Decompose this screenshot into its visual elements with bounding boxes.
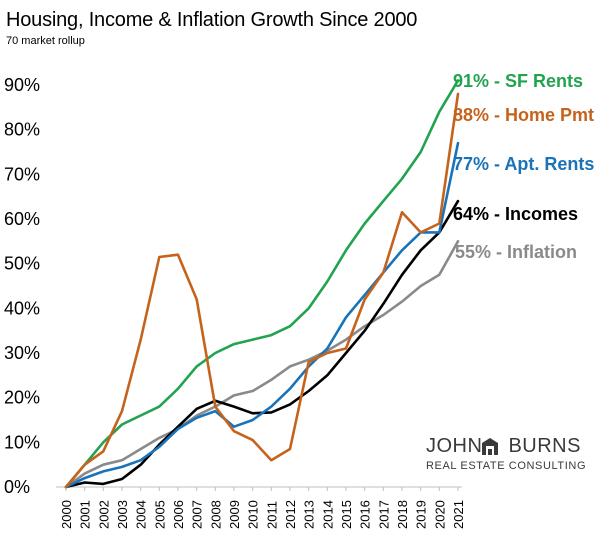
x-tick-label: 2021 [451, 500, 466, 529]
x-tick-label: 2004 [134, 500, 149, 529]
x-tick-label: 2010 [246, 500, 261, 529]
house-logo-icon [482, 438, 498, 455]
x-tick-label: 2000 [59, 500, 74, 529]
logo-line1: JOHN BURNS [426, 435, 581, 458]
y-tick-label: 30% [4, 343, 40, 363]
y-axis: 0% 10% 20% 30% 40% 50% 60% 70% 80% 90% [4, 75, 40, 497]
x-tick-label: 2002 [96, 500, 111, 529]
series-label-3: 64% - Incomes [453, 204, 578, 224]
series-lines [64, 79, 460, 489]
x-tick-label: 2003 [115, 500, 130, 529]
x-tick-label: 2012 [283, 500, 298, 529]
series-label-2: 77% - Apt. Rents [453, 154, 594, 174]
y-tick-label: 90% [4, 75, 40, 95]
x-tick-label: 2018 [395, 500, 410, 529]
x-tick-label: 2017 [376, 500, 391, 529]
series-line-2 [64, 141, 460, 489]
x-tick-label: 2006 [171, 500, 186, 529]
x-tick-label: 2011 [264, 501, 279, 529]
logo-word-burns: BURNS [508, 435, 581, 457]
series-label-1: 88% - Home Pmt [453, 105, 594, 125]
series-line-4 [64, 240, 460, 489]
y-tick-label: 50% [4, 254, 40, 274]
x-tick-label: 2007 [190, 500, 205, 529]
x-tick-label: 2013 [302, 500, 317, 529]
x-axis: 2000 2001 2002 2003 2004 2005 2006 2007 2008 2009… [56, 486, 466, 529]
x-tick-label: 2019 [414, 500, 429, 529]
series-line-0 [64, 79, 460, 489]
x-tick-label: 2016 [358, 500, 373, 529]
y-tick-label: 60% [4, 209, 40, 229]
john-burns-logo: JOHN BURNS REAL ESTATE CONSULTING [424, 435, 586, 479]
chart-title: Housing, Income & Inflation Growth Since… [6, 9, 418, 31]
series-label-4: 55% - Inflation [455, 242, 577, 262]
y-tick-label: 70% [4, 164, 40, 184]
x-tick-label: 2020 [432, 500, 447, 529]
y-tick-label: 80% [4, 120, 40, 140]
logo-line2: REAL ESTATE CONSULTING [426, 460, 587, 472]
x-tick-label: 2005 [152, 500, 167, 529]
series-label-0: 91% - SF Rents [453, 71, 583, 91]
y-tick-label: 20% [4, 388, 40, 408]
x-tick-label: 2015 [339, 500, 354, 529]
y-tick-label: 10% [4, 432, 40, 452]
x-tick-label: 2008 [208, 500, 223, 529]
series-labels: 91% - SF Rents 88% - Home Pmt 77% - Apt. R… [453, 71, 594, 262]
x-tick-label: 2001 [78, 500, 93, 529]
y-tick-label: 40% [4, 298, 40, 318]
logo-word-john: JOHN [426, 435, 483, 457]
y-tick-label: 0% [4, 477, 30, 497]
series-line-1 [64, 92, 460, 489]
x-tick-label: 2014 [320, 500, 335, 529]
x-tick-label: 2009 [227, 500, 242, 529]
series-line-3 [64, 199, 460, 489]
chart-subtitle: 70 market rollup [6, 35, 85, 47]
